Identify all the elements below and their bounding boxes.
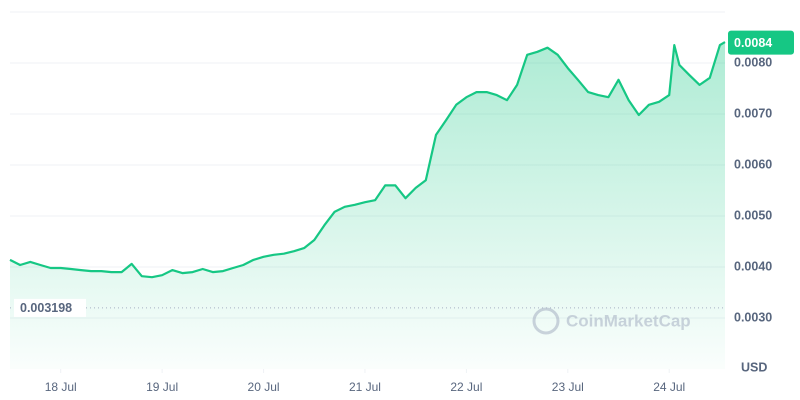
x-tick-label: 19 Jul: [146, 380, 178, 394]
x-tick-label: 20 Jul: [248, 380, 280, 394]
baseline-label: 0.003198: [20, 301, 72, 315]
y-tick-label: 0.0060: [734, 157, 772, 171]
current-price-label: 0.0084: [734, 36, 772, 50]
y-tick-label: 0.0040: [734, 259, 772, 273]
x-tick-label: 23 Jul: [552, 380, 584, 394]
current-price-tag: [728, 30, 794, 55]
y-tick-label: 0.0050: [734, 208, 772, 222]
x-tick-label: 22 Jul: [450, 380, 482, 394]
x-tick-label: 18 Jul: [45, 380, 77, 394]
y-tick-label: 0.0080: [734, 55, 772, 69]
price-line: [9, 41, 726, 279]
x-tick-label: 21 Jul: [349, 380, 381, 394]
currency-label: USD: [741, 360, 767, 374]
y-tick-label: 0.0030: [734, 310, 772, 324]
watermark-group: CoinMarketCap: [532, 307, 691, 335]
price-area: [10, 42, 725, 369]
watermark-text: CoinMarketCap: [566, 311, 691, 330]
y-tick-label: 0.0070: [734, 106, 772, 120]
watermark-logo: [532, 307, 560, 335]
baseline-label-bg: [14, 298, 86, 317]
x-tick-label: 24 Jul: [653, 380, 685, 394]
